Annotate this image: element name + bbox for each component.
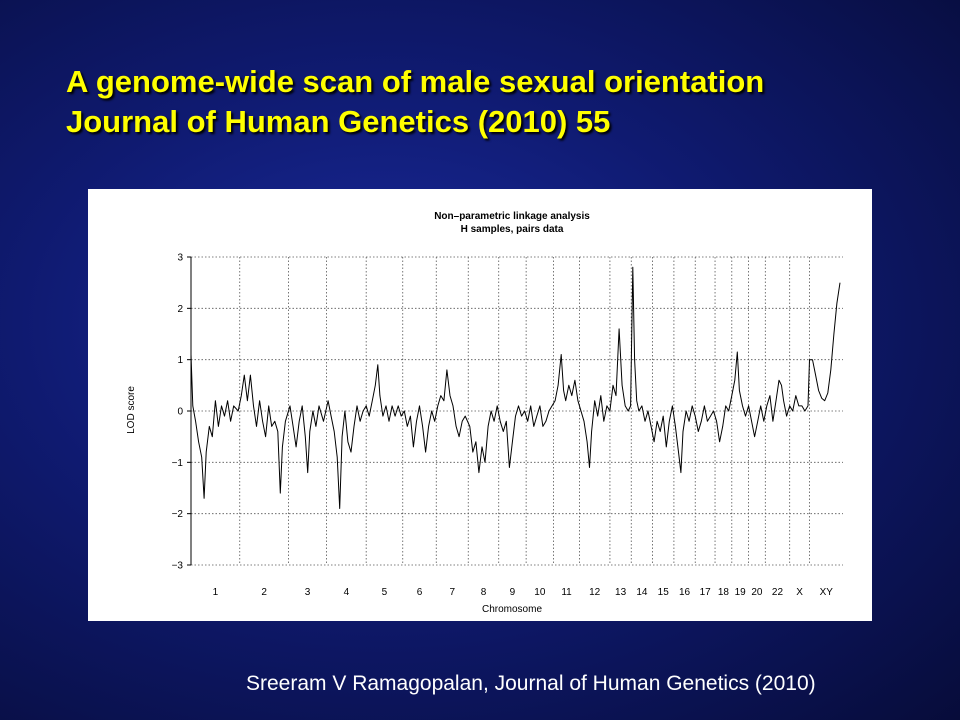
y-tick-label: −1 (172, 458, 184, 469)
x-tick-label: XY (820, 587, 834, 598)
x-tick-label: 18 (718, 587, 730, 598)
x-tick-label: X (796, 587, 803, 598)
x-tick-label: 14 (636, 587, 648, 598)
x-tick-label: 1 (213, 587, 219, 598)
y-axis-label: LOD score (126, 386, 137, 434)
title-line-1: A genome-wide scan of male sexual orient… (66, 64, 765, 99)
plot-area (190, 266, 841, 509)
chart-subtitle: H samples, pairs data (461, 224, 564, 235)
x-tick-label: 7 (449, 587, 455, 598)
x-tick-label: 2 (261, 587, 267, 598)
grid-lines (191, 256, 843, 566)
x-tick-label: 15 (658, 587, 670, 598)
x-axis-ticks: 1 2 3 4 5 6 7 8 9 10 11 12 13 14 15 16 17 18 19 20 22 X XY (213, 587, 834, 598)
title-line-2: Journal of Human Genetics (2010) 55 (66, 104, 611, 139)
x-tick-label: 5 (382, 587, 388, 598)
x-tick-label: 20 (751, 587, 763, 598)
chart-title: Non–parametric linkage analysis (434, 211, 590, 222)
x-tick-label: 8 (481, 587, 487, 598)
x-tick-label: 22 (772, 587, 784, 598)
x-tick-label: 17 (700, 587, 712, 598)
linkage-chart: Non–parametric linkage analysis H sample… (126, 211, 843, 615)
y-tick-label: −2 (172, 509, 184, 520)
x-tick-label: 9 (510, 587, 516, 598)
x-tick-label: 3 (305, 587, 311, 598)
x-tick-label: 13 (615, 587, 627, 598)
x-tick-label: 16 (679, 587, 691, 598)
slide-title: A genome-wide scan of male sexual orient… (66, 62, 936, 142)
x-tick-label: 19 (735, 587, 747, 598)
x-tick-label: 6 (417, 587, 423, 598)
x-tick-label: 11 (561, 587, 572, 598)
y-tick-label: 2 (177, 304, 183, 315)
x-axis-label: Chromosome (482, 604, 542, 615)
y-tick-label: 0 (177, 407, 183, 418)
x-tick-label: 12 (589, 587, 601, 598)
y-tick-label: −3 (172, 561, 184, 572)
y-tick-label: 3 (177, 253, 183, 264)
y-tick-label: 1 (177, 355, 183, 366)
x-tick-label: 10 (534, 587, 546, 598)
lod-score-line (190, 266, 841, 509)
citation: Sreeram V Ramagopalan, Journal of Human … (246, 672, 816, 695)
y-axis: 3 2 1 0 −1 −2 −3 (172, 253, 192, 572)
chart-panel: Non–parametric linkage analysis H sample… (88, 189, 872, 621)
x-tick-label: 4 (344, 587, 350, 598)
